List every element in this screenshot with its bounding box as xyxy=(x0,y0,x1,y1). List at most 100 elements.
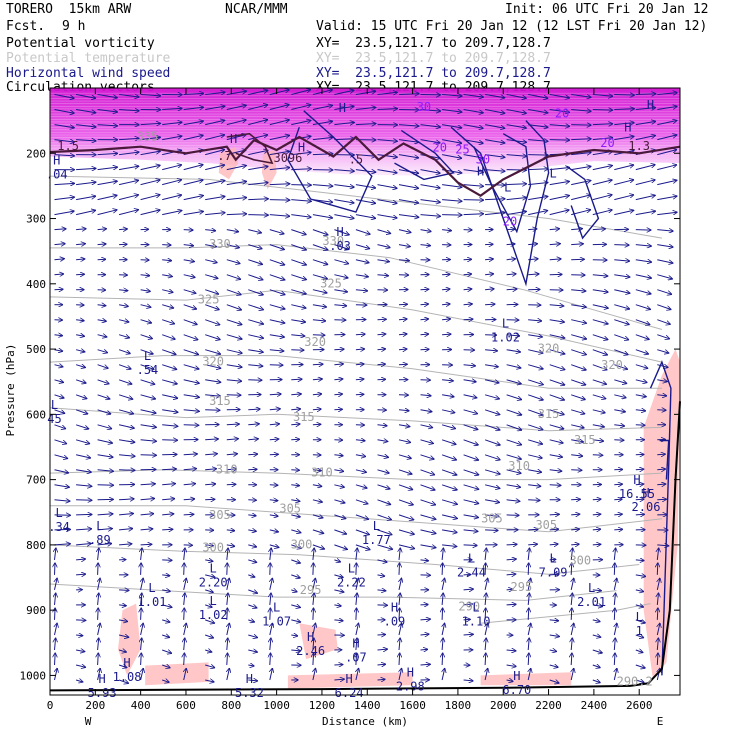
circulation-vector xyxy=(98,668,101,681)
circulation-vector xyxy=(571,334,586,339)
circulation-vector xyxy=(118,409,134,414)
circulation-vector xyxy=(76,320,84,321)
circulation-vector xyxy=(398,214,419,218)
circulation-vector xyxy=(528,454,542,458)
circulation-vector xyxy=(140,180,161,186)
circulation-vector xyxy=(463,124,484,129)
circulation-vector xyxy=(571,349,586,355)
circulation-vector xyxy=(506,198,527,200)
circulation-vector xyxy=(398,469,412,474)
high-marker: H2.46 xyxy=(296,630,325,658)
circulation-vector xyxy=(442,124,462,128)
circulation-vector xyxy=(635,319,650,325)
circulation-vector xyxy=(463,484,479,490)
circulation-vector xyxy=(571,470,582,471)
y-tick-label: 900 xyxy=(26,604,46,617)
circulation-vector xyxy=(97,305,106,306)
circulation-vector xyxy=(355,107,376,109)
circulation-vector xyxy=(226,304,242,310)
high-marker: H xyxy=(624,121,631,135)
circulation-vector xyxy=(442,274,450,275)
extremum-value: 1.02 xyxy=(199,608,228,622)
circulation-vector xyxy=(98,578,101,591)
x-tick-label: 200 xyxy=(85,699,105,712)
circulation-vector xyxy=(549,334,565,338)
circulation-vector xyxy=(76,182,96,185)
circulation-vector xyxy=(485,350,497,351)
circulation-vector xyxy=(441,424,455,429)
circulation-vector xyxy=(54,211,75,216)
circulation-vector xyxy=(528,394,543,400)
circulation-vector xyxy=(227,563,228,575)
x-tick-label: 600 xyxy=(176,699,196,712)
circulation-vector xyxy=(54,244,66,245)
circulation-vector xyxy=(635,274,652,278)
circulation-vector xyxy=(248,605,257,608)
circulation-vector xyxy=(377,469,390,473)
circulation-vector xyxy=(571,181,591,186)
circulation-vector xyxy=(463,680,474,681)
y-tick-label: 300 xyxy=(26,213,46,226)
circulation-vector xyxy=(312,544,325,549)
circulation-vector xyxy=(312,274,328,279)
circulation-vector xyxy=(141,593,142,605)
circulation-vector xyxy=(377,560,388,562)
circulation-vector xyxy=(162,425,178,427)
circulation-vector xyxy=(549,559,556,560)
circulation-vector xyxy=(227,548,228,560)
circulation-vector xyxy=(184,653,185,666)
wind-speed-contour-label: 25 xyxy=(455,143,469,157)
circulation-vector xyxy=(248,274,263,280)
circulation-vector xyxy=(248,680,257,681)
circulation-vector xyxy=(269,151,290,156)
circulation-vector xyxy=(118,680,128,683)
high-marker: H.04 xyxy=(46,153,68,181)
circulation-vector xyxy=(377,649,388,650)
circulation-vector xyxy=(614,180,633,186)
circulation-vector xyxy=(54,140,75,142)
circulation-vector xyxy=(571,529,579,530)
circulation-vector xyxy=(571,544,579,545)
circulation-vector xyxy=(141,638,142,651)
circulation-vector xyxy=(140,455,157,456)
circulation-vector xyxy=(162,514,174,515)
circulation-vector xyxy=(162,484,175,485)
circulation-vector xyxy=(162,605,172,607)
circulation-vector xyxy=(549,125,570,127)
circulation-vector xyxy=(248,350,263,353)
circulation-vector xyxy=(118,349,130,354)
circulation-vector xyxy=(614,668,617,681)
extremum-symbol: H xyxy=(642,486,649,500)
circulation-vector xyxy=(162,650,171,653)
circulation-vector xyxy=(355,214,376,219)
circulation-vector xyxy=(312,394,322,395)
wind-speed-contour-line xyxy=(649,360,672,676)
circulation-vector xyxy=(269,545,279,548)
pv-shaded-area xyxy=(299,623,338,660)
circulation-vector xyxy=(76,485,92,487)
circulation-vector xyxy=(485,289,494,290)
circulation-vector xyxy=(140,364,154,370)
extremum-value: .09 xyxy=(384,614,406,628)
circulation-vector xyxy=(334,500,345,503)
circulation-vector xyxy=(420,125,441,128)
circulation-vector xyxy=(312,515,323,518)
circulation-vector xyxy=(463,380,477,382)
circulation-vector xyxy=(205,665,215,668)
circulation-vector xyxy=(442,530,457,533)
circulation-vector xyxy=(270,608,271,620)
x-tick-label: 2200 xyxy=(535,699,562,712)
circulation-vector xyxy=(355,229,370,235)
circulation-vector xyxy=(226,259,240,264)
circulation-vector xyxy=(635,484,644,485)
circulation-vector xyxy=(549,229,560,230)
circulation-vector xyxy=(205,560,213,561)
circulation-vector xyxy=(248,424,259,425)
circulation-vector xyxy=(118,394,133,399)
circulation-vector xyxy=(248,166,268,171)
circulation-vector xyxy=(54,197,75,200)
circulation-vector xyxy=(549,650,557,652)
circulation-vector xyxy=(442,154,462,159)
circulation-vector xyxy=(485,653,486,666)
circulation-vector xyxy=(226,214,247,215)
